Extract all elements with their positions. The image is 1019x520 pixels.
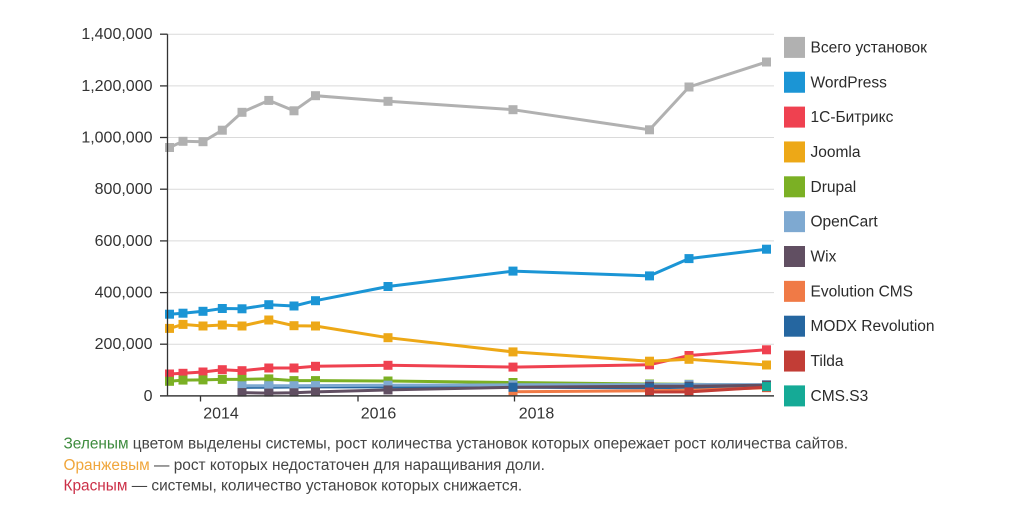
svg-text:Wix: Wix [811, 249, 837, 266]
svg-text:CMS.S3: CMS.S3 [811, 388, 869, 405]
svg-text:200,000: 200,000 [95, 336, 153, 353]
svg-text:600,000: 600,000 [95, 233, 153, 250]
svg-text:Drupal: Drupal [811, 179, 857, 196]
svg-text:1,400,000: 1,400,000 [81, 26, 152, 43]
svg-text:1,000,000: 1,000,000 [81, 130, 152, 147]
svg-text:Оранжевым — рост которых недос: Оранжевым — рост которых недостаточен дл… [64, 457, 545, 474]
svg-text:1С-Битрикс: 1С-Битрикс [811, 109, 894, 126]
svg-text:800,000: 800,000 [95, 181, 153, 198]
svg-text:Зеленым цветом выделены систем: Зеленым цветом выделены системы, рост ко… [64, 435, 849, 452]
svg-text:400,000: 400,000 [95, 285, 153, 302]
svg-text:Evolution CMS: Evolution CMS [811, 283, 914, 300]
svg-text:Всего установок: Всего установок [811, 39, 928, 56]
svg-text:Tilda: Tilda [811, 353, 844, 370]
svg-text:OpenCart: OpenCart [811, 214, 879, 231]
svg-text:2016: 2016 [361, 406, 397, 423]
svg-text:Joomla: Joomla [811, 144, 861, 161]
svg-text:1,200,000: 1,200,000 [81, 78, 152, 95]
svg-text:Красным — системы, количество: Красным — системы, количество установок … [64, 478, 523, 495]
svg-text:MODX Revolution: MODX Revolution [811, 318, 935, 335]
svg-text:2018: 2018 [519, 406, 555, 423]
svg-text:2014: 2014 [203, 406, 239, 423]
svg-text:WordPress: WordPress [811, 74, 888, 91]
svg-text:0: 0 [144, 388, 153, 405]
